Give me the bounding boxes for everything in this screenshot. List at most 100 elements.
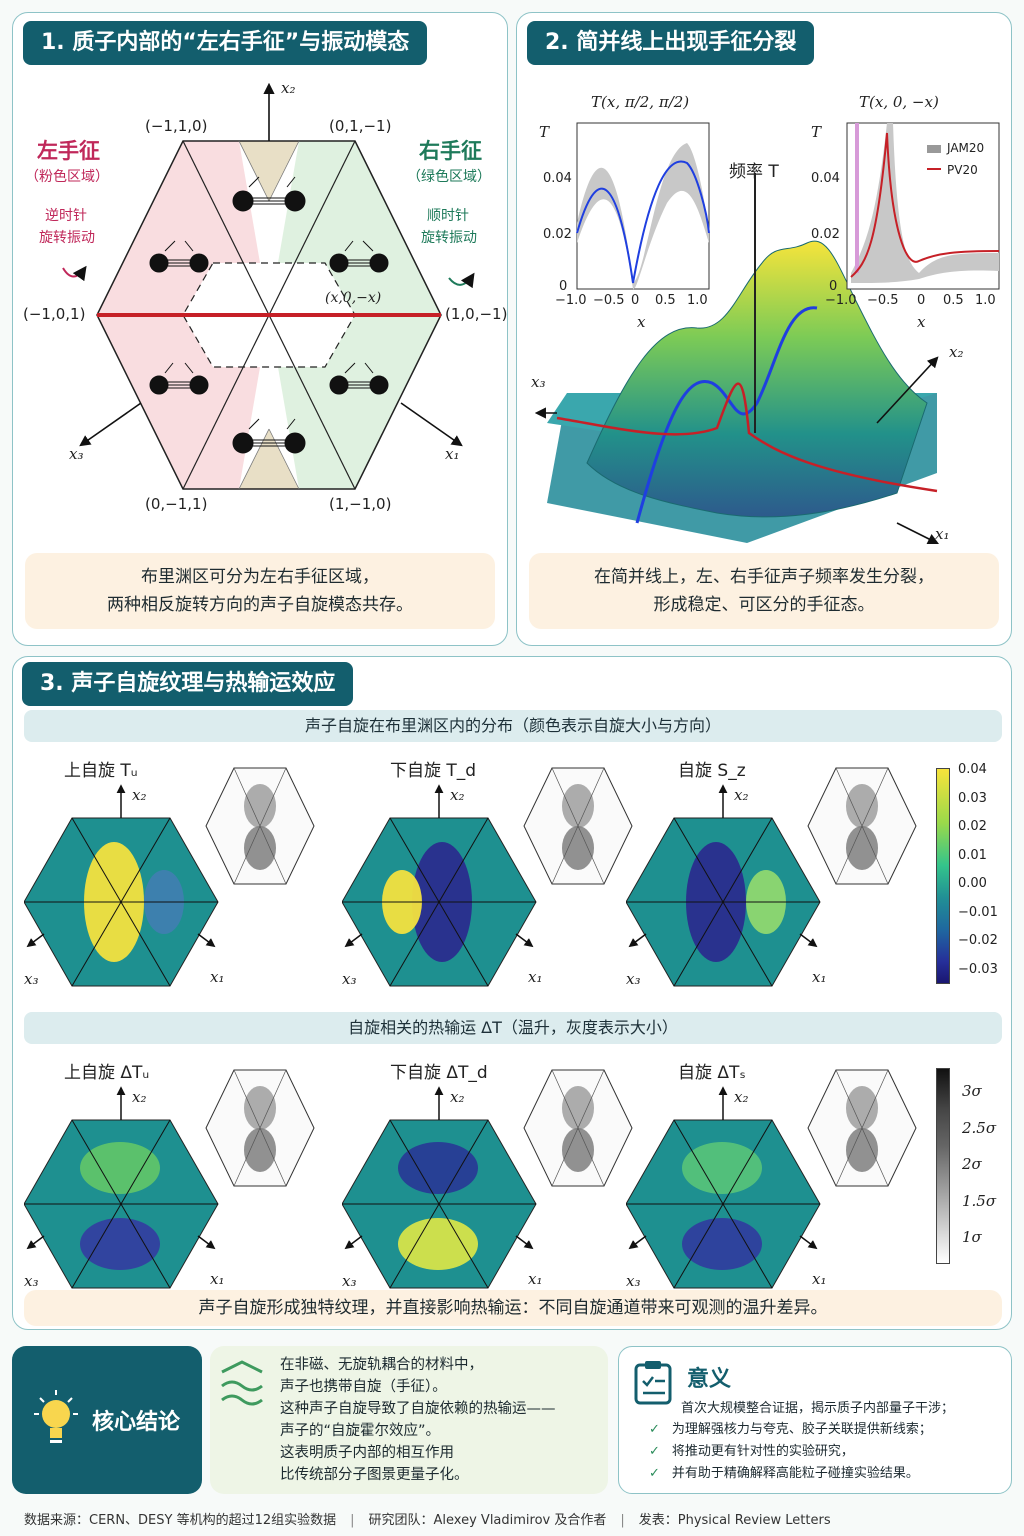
x-tick: −1.0 bbox=[555, 293, 587, 308]
x-tick: 0.5 bbox=[943, 293, 964, 308]
hex-map-label: 自旋 S_z bbox=[678, 761, 746, 781]
axis-x3-label: x₃ bbox=[69, 445, 84, 463]
x-tick: 0.5 bbox=[655, 293, 676, 308]
panel1-caption: 布里渊区可分为左右手征区域， 两种相反旋转方向的声子自旋模态共存。 bbox=[25, 553, 495, 629]
coord-bottom-right: (1,−1,0) bbox=[329, 495, 392, 513]
core-line: 声子的“自旋霍尔效应”。 bbox=[280, 1423, 441, 1439]
inset2-title: T(x, 0, −x) bbox=[859, 93, 939, 111]
colorbar-tick: 3σ bbox=[962, 1082, 982, 1100]
colorbar-tick: 2σ bbox=[962, 1155, 982, 1173]
axis-x3-label: x₃ bbox=[531, 373, 546, 391]
hex-axis-x1: x₁ bbox=[210, 1270, 225, 1288]
meaning-item-text: 为理解强核力与夸克、胶子关联提供新线索； bbox=[671, 1422, 932, 1437]
right-chirality-label: 右手征 bbox=[419, 139, 482, 163]
meaning-box: 意义 首次大规模整合证据，揭示质子内部量子干涉； ✓ 为理解强核力与夸克、胶子关联… bbox=[618, 1346, 1012, 1494]
meaning-lead: 首次大规模整合证据，揭示质子内部量子干涉； bbox=[681, 1401, 955, 1416]
frequency-label: 频率 T bbox=[729, 162, 779, 182]
y-tick: 0.02 bbox=[811, 227, 840, 242]
y-tick: 0.04 bbox=[811, 171, 840, 186]
hex-axis-x3: x₃ bbox=[342, 1272, 357, 1290]
hex-axis-x1: x₁ bbox=[528, 1270, 543, 1288]
right-rotation-label-2: 旋转振动 bbox=[421, 230, 477, 246]
band-spin-distribution: 声子自旋在布里渊区内的分布（颜色表示自旋大小与方向） bbox=[24, 710, 1002, 742]
hex-map-label: 下自旋 ΔT_d bbox=[390, 1063, 488, 1083]
panel-splitting: 2. 简并线上出现手征分裂 频率 T x₂ x₃ x₁ T(x bbox=[516, 12, 1012, 646]
core-line: 这表明质子内部的相互作用 bbox=[280, 1445, 454, 1461]
hex-axis-x2: x₂ bbox=[734, 786, 749, 804]
coord-top-left: (−1,1,0) bbox=[145, 117, 208, 135]
right-rotation-label: 顺时针 bbox=[427, 208, 469, 224]
panel3-title: 3. 声子自旋纹理与热输运效应 bbox=[22, 662, 354, 706]
colorbar-thermal bbox=[936, 1068, 950, 1264]
caption-line: 布里渊区可分为左右手征区域， bbox=[141, 567, 379, 587]
panel1-title: 1. 质子内部的“左右手征”与振动模态 bbox=[23, 21, 428, 65]
hex-axis-x1: x₁ bbox=[812, 1270, 827, 1288]
hex-axis-x3: x₃ bbox=[342, 970, 357, 988]
caption-line: 两种相反旋转方向的声子自旋模态共存。 bbox=[107, 595, 413, 615]
check-icon: ✓ bbox=[649, 1422, 660, 1437]
core-line: 比传统部分子图景更量子化。 bbox=[280, 1467, 469, 1483]
colorbar-tick: 0.02 bbox=[958, 819, 987, 834]
colorbar-tick: −0.03 bbox=[958, 961, 998, 977]
band-thermal-transport: 自旋相关的热输运 ΔT（温升，灰度表示大小） bbox=[24, 1012, 1002, 1044]
x-tick: 1.0 bbox=[975, 293, 996, 308]
colorbar-tick: 0.04 bbox=[958, 762, 987, 777]
hex-axis-x3: x₃ bbox=[626, 970, 641, 988]
hex-axis-x1: x₁ bbox=[812, 968, 827, 986]
phonon-mode-icons bbox=[149, 176, 389, 454]
axis-x2-label: x₂ bbox=[281, 79, 296, 97]
panel3-caption: 声子自旋形成独特纹理，并直接影响热输运：不同自旋通道带来可观测的温升差异。 bbox=[24, 1290, 1002, 1326]
coord-left: (−1,0,1) bbox=[23, 305, 86, 323]
x-tick: 0 bbox=[631, 293, 640, 308]
inset2-curve bbox=[850, 132, 1000, 278]
right-chirality-sub: （绿色区域） bbox=[407, 169, 491, 185]
hex-axis-x3: x₃ bbox=[24, 1272, 39, 1290]
hex-axis-x2: x₂ bbox=[132, 786, 147, 804]
hex-map: 下自旋 ΔT_d x₂ x₃ x₁ bbox=[342, 1058, 652, 1298]
inset1-xlabel: x bbox=[637, 313, 646, 331]
colorbar-spin bbox=[936, 768, 950, 984]
hex-map: 下自旋 T_d x₂ x₃ x₁ bbox=[342, 756, 652, 996]
axis-x2-label: x₂ bbox=[949, 343, 964, 361]
colorbar-tick: −0.01 bbox=[958, 904, 998, 920]
inset1-ylabel: T bbox=[539, 123, 550, 141]
frequency-surface-plot bbox=[534, 173, 940, 545]
footer-source: 数据来源：CERN、DESY 等机构的超过12组实验数据 bbox=[24, 1513, 337, 1528]
colorbar-tick: 1σ bbox=[962, 1228, 982, 1246]
meaning-item: ✓ 为理解强核力与夸克、胶子关联提供新线索； bbox=[649, 1419, 932, 1441]
hex-map-label: 上自旋 Tᵤ bbox=[64, 761, 138, 781]
hex-map: 上自旋 ΔTᵤ x₂ x₃ x₁ bbox=[24, 1058, 334, 1298]
core-line: 声子也携带自旋（手征）。 bbox=[280, 1379, 447, 1395]
hex-map: 自旋 S_z x₂ x₃ x₁ bbox=[626, 756, 936, 996]
y-tick: 0 bbox=[829, 279, 838, 294]
colorbar-tick: 1.5σ bbox=[962, 1191, 997, 1210]
hex-axis-x1: x₁ bbox=[210, 968, 225, 986]
core-conclusion-text: 在非磁、无旋轨耦合的材料中， 声子也携带自旋（手征）。 这种声子自旋导致了自旋依赖的… bbox=[210, 1346, 608, 1494]
y-tick: 0.04 bbox=[543, 171, 572, 186]
core-conclusion-title: 核心结论 bbox=[92, 1410, 181, 1435]
red-branch bbox=[556, 382, 938, 493]
coord-top-right: (0,1,−1) bbox=[329, 117, 392, 135]
y-tick: 0 bbox=[559, 279, 568, 294]
colorbar-tick: 0.00 bbox=[958, 876, 987, 891]
meaning-item-text: 将推动更有针对性的实验研究， bbox=[671, 1444, 854, 1459]
meaning-title: 意义 bbox=[687, 1367, 732, 1392]
blue-branch bbox=[635, 306, 818, 524]
colorbar-tick: −0.02 bbox=[958, 933, 998, 948]
colorbar-tick: 0.01 bbox=[958, 847, 987, 863]
coord-right: (1,0,−1) bbox=[445, 305, 508, 323]
lightbulb-icon bbox=[34, 1390, 78, 1443]
hex-axis-x2: x₂ bbox=[132, 1088, 147, 1106]
meaning-item: ✓ 将推动更有针对性的实验研究， bbox=[649, 1441, 932, 1463]
left-rotation-label-2: 旋转振动 bbox=[39, 230, 95, 246]
caption-line: 在简并线上，左、右手征声子频率发生分裂， bbox=[594, 567, 934, 587]
footer-publication: 发表：Physical Review Letters bbox=[638, 1513, 831, 1528]
core-conclusion-box: 核心结论 bbox=[12, 1346, 202, 1494]
x-tick: 0 bbox=[917, 293, 926, 308]
check-icon: ✓ bbox=[649, 1466, 660, 1481]
axis-x1-label: x₁ bbox=[935, 525, 950, 543]
hex-map-label: 自旋 ΔTₛ bbox=[678, 1063, 746, 1083]
panel-chirality: 1. 质子内部的“左右手征”与振动模态 bbox=[12, 12, 508, 646]
legend-pv20: PV20 bbox=[947, 163, 978, 177]
hex-axis-x2: x₂ bbox=[734, 1088, 749, 1106]
